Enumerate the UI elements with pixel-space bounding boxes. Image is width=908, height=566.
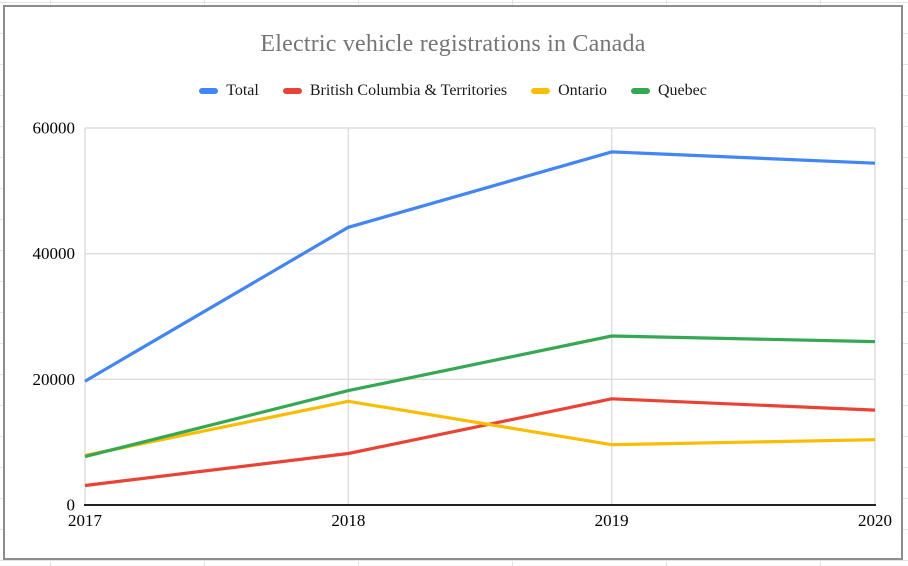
legend-label: British Columbia & Territories [309,82,508,99]
x-axis-tick-label: 2018 [331,511,365,530]
legend-item-ontario: Ontario [531,82,607,100]
series-line-total [84,150,876,383]
chart-container[interactable]: Electric vehicle registrations in Canada… [3,5,903,560]
y-axis-tick-label: 0 [67,496,76,515]
legend-label: Total [226,82,259,99]
y-axis-tick-label: 40000 [33,244,76,263]
legend-label: Quebec [657,82,707,99]
legend-label: Ontario [558,82,607,99]
series-line-british-columbia-territories [84,397,876,488]
chart-title: Electric vehicle registrations in Canada [260,31,646,57]
chart-legend: Total British Columbia & Territories Ontar… [5,81,901,101]
series-line-quebec [84,334,876,459]
x-axis-tick-label: 2019 [595,511,629,530]
legend-item-quebec: Quebec [630,82,707,100]
legend-line-swatch-icon [531,88,551,94]
series-line-ontario [84,399,876,457]
legend-line-swatch-icon [282,88,302,94]
x-axis-tick-label: 2017 [68,511,103,530]
legend-item-british-columbia-territories: British Columbia & Territories [282,82,508,100]
x-axis-tick-label: 2020 [858,511,892,530]
y-axis-tick-label: 20000 [33,370,76,389]
y-axis-tick-label: 60000 [33,119,76,138]
legend-item-total: Total [199,82,259,100]
legend-line-swatch-icon [199,88,219,94]
legend-line-swatch-icon [630,88,650,94]
line-chart-plot: 0 20000 40000 60000 2017 2018 2019 2020 [33,119,893,531]
